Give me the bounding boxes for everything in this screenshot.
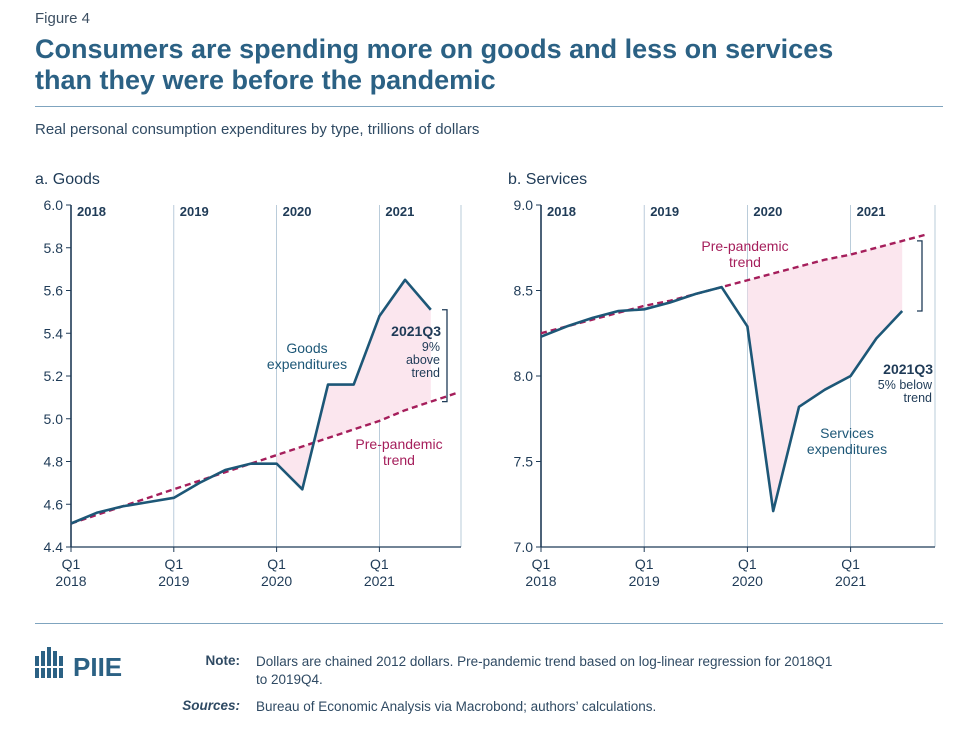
services-annotation-text: 5% below <box>878 378 933 392</box>
services-ytick-label: 7.5 <box>514 454 534 470</box>
note-text-line-2: to 2019Q4. <box>256 672 323 687</box>
goods-ytick-label: 6.0 <box>44 197 64 213</box>
title-divider <box>35 106 943 107</box>
services-trend-label: Pre-pandemic <box>701 238 788 254</box>
services-trend-label: trend <box>729 254 761 270</box>
services-series-label: expenditures <box>807 441 887 457</box>
chart-title: Consumers are spending more on goods and… <box>35 34 935 96</box>
goods-year-label: 2019 <box>180 204 209 219</box>
goods-ytick-label: 5.2 <box>44 368 64 384</box>
services-series-line <box>540 285 904 513</box>
services-xtick-year-label: 2018 <box>525 573 556 589</box>
note-text: Dollars are chained 2012 dollars. Pre-pa… <box>256 653 832 689</box>
goods-ytick-label: 5.6 <box>44 283 64 299</box>
goods-xtick-year-label: 2021 <box>364 573 395 589</box>
goods-xtick-q-label: Q1 <box>164 556 183 572</box>
services-year-label: 2018 <box>547 204 576 219</box>
services-series-label: Services <box>820 425 874 441</box>
goods-xtick-year-label: 2018 <box>55 573 86 589</box>
goods-annotation-title: 2021Q3 <box>391 323 441 339</box>
goods-trend-label: Pre-pandemic <box>355 436 442 452</box>
goods-year-label: 2020 <box>283 204 312 219</box>
goods-series-label: Goods <box>286 340 327 356</box>
services-year-label: 2021 <box>857 204 886 219</box>
services-trend-line <box>540 232 929 335</box>
goods-xtick-q-label: Q1 <box>267 556 286 572</box>
goods-ytick-label: 5.8 <box>44 240 64 256</box>
goods-annotation-text: 9% <box>422 340 440 354</box>
goods-trend-label: trend <box>383 452 415 468</box>
goods-xtick-year-label: 2019 <box>158 573 189 589</box>
chart-subtitle: Real personal consumption expenditures b… <box>35 121 480 138</box>
goods-annotation-text: above <box>406 353 440 367</box>
goods-ytick-label: 4.8 <box>44 454 64 470</box>
goods-gap-bracket <box>442 309 448 403</box>
goods-series-line <box>70 278 432 525</box>
services-xtick-year-label: 2020 <box>732 573 763 589</box>
goods-year-label: 2018 <box>77 204 106 219</box>
panel-title-services: b. Services <box>508 171 588 188</box>
goods-series-label: expenditures <box>267 356 347 372</box>
services-ytick-label: 9.0 <box>514 197 534 213</box>
note-text-line-1: Dollars are chained 2012 dollars. Pre-pa… <box>256 654 833 669</box>
goods-annotation-text: trend <box>412 366 441 380</box>
services-gap-bracket <box>917 240 923 312</box>
services-xtick-year-label: 2019 <box>629 573 660 589</box>
services-xtick-q-label: Q1 <box>532 556 551 572</box>
logo-text: PIIE <box>73 652 122 682</box>
goods-ytick-label: 5.4 <box>44 325 64 341</box>
footer-divider <box>35 623 943 624</box>
goods-xtick-q-label: Q1 <box>62 556 81 572</box>
title-line-1: Consumers are spending more on goods and… <box>35 34 834 64</box>
services-xtick-q-label: Q1 <box>635 556 654 572</box>
goods-trend-line <box>70 391 457 525</box>
goods-xtick-q-label: Q1 <box>370 556 389 572</box>
services-year-label: 2019 <box>650 204 679 219</box>
services-xtick-q-label: Q1 <box>738 556 757 572</box>
services-ytick-label: 7.0 <box>514 539 534 555</box>
services-annotation-text: trend <box>904 391 933 405</box>
services-ytick-label: 8.5 <box>514 283 534 299</box>
sources-text: Bureau of Economic Analysis via Macrobon… <box>256 699 657 714</box>
figure-label: Figure 4 <box>35 10 91 27</box>
sources-label: Sources: <box>182 698 240 713</box>
piie-logo: PIIE <box>33 644 143 684</box>
goods-ytick-label: 4.6 <box>44 496 64 512</box>
services-xtick-q-label: Q1 <box>841 556 860 572</box>
services-xtick-year-label: 2021 <box>835 573 866 589</box>
goods-ytick-label: 5.0 <box>44 411 64 427</box>
services-year-label: 2020 <box>753 204 782 219</box>
services-gap-shade <box>747 240 903 512</box>
title-line-2: than they were before the pandemic <box>35 65 496 95</box>
goods-xtick-year-label: 2020 <box>261 573 292 589</box>
note-label: Note: <box>205 653 241 668</box>
piie-logo-mark: PIIE <box>33 647 122 682</box>
panel-title-goods: a. Goods <box>35 171 100 188</box>
goods-year-label: 2021 <box>385 204 414 219</box>
services-annotation-title: 2021Q3 <box>883 361 933 377</box>
services-ytick-label: 8.0 <box>514 368 534 384</box>
goods-ytick-label: 4.4 <box>44 539 64 555</box>
